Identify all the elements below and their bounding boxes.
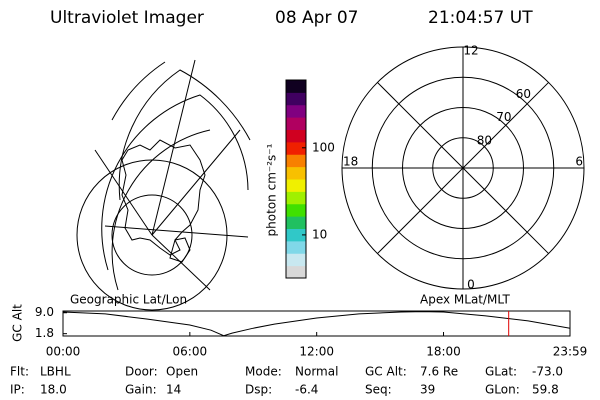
color-swatch — [286, 179, 306, 192]
field-label: GLon: — [485, 383, 520, 397]
x-tick-label: 00:00 — [46, 345, 81, 359]
color-swatch — [286, 92, 306, 106]
ring-label: 60 — [516, 87, 531, 101]
field-label: Mode: — [245, 365, 282, 379]
coastline — [121, 139, 206, 256]
date: 08 Apr 07 — [275, 8, 358, 28]
mlt-label: 18 — [343, 155, 358, 169]
mlt-label: 12 — [463, 44, 478, 58]
colorbar-frame — [285, 79, 307, 279]
ring-label: 70 — [496, 110, 511, 124]
field-value: 18.0 — [40, 383, 67, 397]
color-swatch — [286, 216, 306, 229]
field-value: -6.4 — [295, 383, 318, 397]
map-meridian — [104, 225, 249, 238]
color-swatch — [286, 228, 306, 242]
instrument-title: Ultraviolet Imager — [50, 8, 204, 28]
color-swatch — [286, 117, 306, 130]
color-swatch — [286, 104, 306, 118]
field-label: Flt: — [10, 365, 29, 379]
field-value: Normal — [295, 365, 338, 379]
field-label: GLat: — [485, 365, 517, 379]
map-label: Geographic Lat/Lon — [70, 293, 187, 307]
field-label: Gain: — [125, 383, 157, 397]
x-tick-label: 06:00 — [173, 345, 208, 359]
field-value: -73.0 — [532, 365, 563, 379]
map-meridian — [151, 129, 241, 236]
map-grid-ring — [111, 194, 193, 276]
color-swatch — [286, 265, 306, 279]
field-label: Dsp: — [245, 383, 272, 397]
x-tick-label: 18:00 — [426, 345, 461, 359]
color-swatch — [286, 129, 306, 143]
y-tick-label: 9.0 — [35, 305, 54, 319]
altitude-line — [62, 311, 571, 337]
color-swatch — [286, 240, 306, 254]
field-value: 39 — [420, 383, 435, 397]
color-swatch — [286, 166, 306, 180]
time: 21:04:57 UT — [428, 8, 533, 28]
color-swatch — [286, 253, 306, 267]
tick-label: 10 — [312, 227, 327, 241]
tick-label: 100 — [312, 140, 335, 154]
mlt-label: 0 — [467, 278, 475, 292]
geographic-map — [76, 59, 251, 311]
y-tick-label: 1.8 — [35, 326, 54, 340]
field-label: IP: — [10, 383, 25, 397]
color-swatch — [286, 80, 306, 93]
x-tick-label: 23:59 — [553, 345, 588, 359]
field-label: Seq: — [365, 383, 392, 397]
field-value: 14 — [166, 383, 181, 397]
colorbar-label: photon cm⁻²s⁻¹ — [265, 143, 279, 236]
map-label: Apex MLat/MLT — [420, 293, 510, 307]
map-meridian — [94, 149, 153, 236]
x-tick-label: 12:00 — [299, 345, 334, 359]
field-value: Open — [166, 365, 198, 379]
color-swatch — [286, 141, 306, 155]
map-grid-arc — [111, 129, 211, 291]
map-grid-arc — [118, 69, 251, 201]
ring-label: 80 — [477, 133, 492, 147]
field-label: Door: — [125, 365, 158, 379]
color-swatch — [286, 154, 306, 168]
map-grid-arc — [101, 94, 249, 271]
field-value: 59.8 — [532, 383, 559, 397]
field-label: GC Alt: — [365, 365, 407, 379]
field-value: 7.6 Re — [420, 365, 458, 379]
field-value: LBHL — [40, 365, 71, 379]
coastline — [169, 237, 191, 263]
map-meridian — [151, 234, 211, 291]
y-axis-label: GC Alt — [11, 304, 25, 342]
mlt-label: 6 — [575, 155, 583, 169]
color-swatch — [286, 191, 306, 205]
color-swatch — [286, 203, 306, 217]
map-grid-arc — [111, 61, 166, 121]
